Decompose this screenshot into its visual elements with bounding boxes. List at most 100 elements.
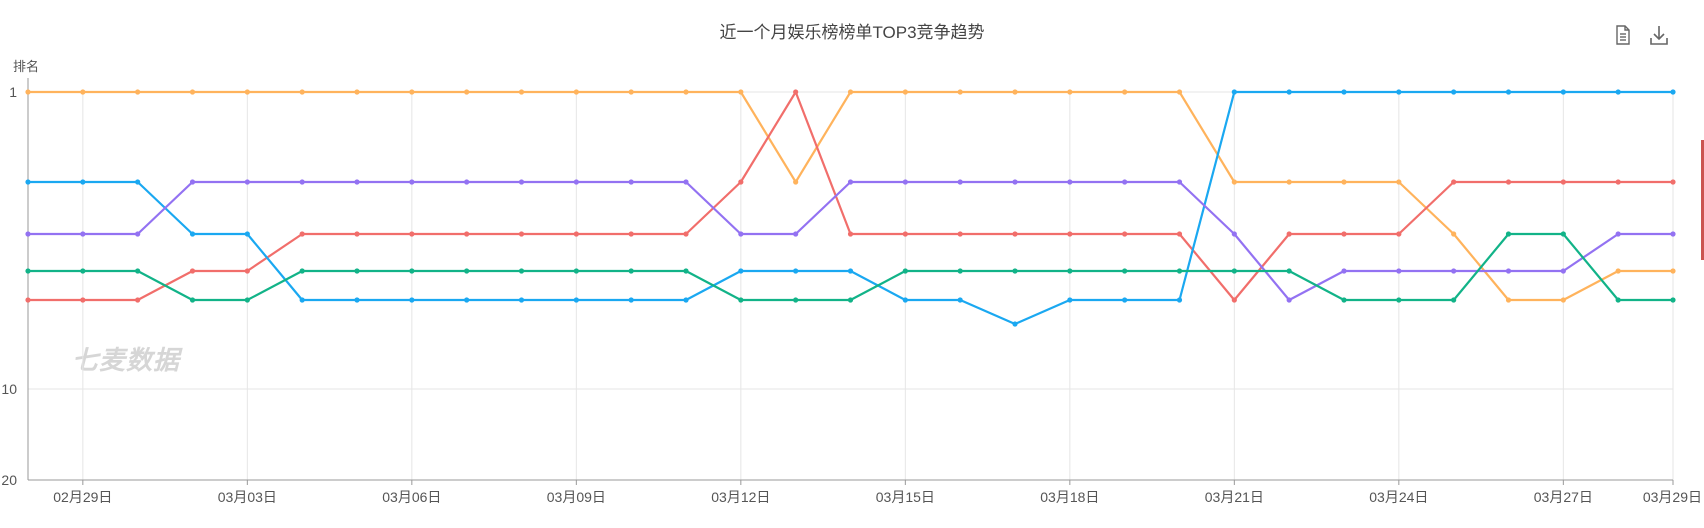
series-point-2	[244, 268, 250, 274]
series-point-4	[1122, 179, 1128, 185]
series-point-4	[518, 179, 525, 185]
x-tick-label: 03月06日	[382, 489, 441, 505]
series-point-4	[1067, 179, 1073, 185]
series-point-5	[299, 268, 305, 274]
series-point-2	[464, 231, 470, 237]
series-point-3	[1396, 89, 1402, 95]
edge-marker	[1701, 140, 1704, 260]
series-point-2	[135, 297, 141, 303]
series-point-3	[1286, 89, 1292, 95]
series-point-3	[738, 268, 744, 274]
series-point-1	[135, 89, 141, 95]
x-tick-label: 03月29日	[1643, 489, 1702, 505]
series-point-3	[1615, 89, 1621, 95]
series-point-3	[1012, 321, 1018, 327]
series-point-1	[1012, 89, 1018, 95]
download-icon[interactable]	[1648, 24, 1670, 46]
series-point-1	[409, 89, 415, 95]
series-point-5	[1341, 297, 1347, 303]
series-point-3	[902, 297, 908, 303]
series-point-3	[189, 231, 196, 237]
series-point-4	[793, 231, 799, 237]
series-point-2	[1176, 231, 1183, 237]
series-point-3	[957, 297, 963, 303]
series-point-4	[354, 179, 360, 185]
y-tick-label: 10	[1, 381, 17, 397]
series-point-1	[1176, 89, 1183, 95]
series-point-4	[957, 179, 963, 185]
series-point-4	[847, 179, 854, 185]
series-point-1	[793, 179, 799, 185]
series-point-3	[573, 297, 579, 303]
series-point-1	[738, 89, 744, 95]
series-point-5	[957, 268, 963, 274]
series-point-1	[1122, 89, 1128, 95]
series-point-3	[1067, 297, 1073, 303]
series-point-1	[1231, 179, 1237, 185]
series-point-4	[1505, 268, 1512, 274]
series-point-3	[1670, 89, 1676, 95]
y-tick-label: 1	[9, 84, 17, 100]
series-point-4	[1012, 179, 1018, 185]
series-point-3	[1122, 297, 1128, 303]
series-point-4	[25, 231, 31, 237]
series-point-4	[464, 179, 470, 185]
series-point-4	[1341, 268, 1347, 274]
document-icon[interactable]	[1612, 24, 1634, 46]
x-tick-label: 03月21日	[1205, 489, 1264, 505]
series-point-4	[80, 231, 86, 237]
series-point-5	[1176, 268, 1183, 274]
x-tick-label: 03月18日	[1040, 489, 1099, 505]
series-point-1	[189, 89, 196, 95]
series-point-5	[1012, 268, 1018, 274]
series-point-2	[354, 231, 360, 237]
series-point-1	[1067, 89, 1073, 95]
series-point-1	[1560, 297, 1566, 303]
x-tick-label: 03月12日	[711, 489, 770, 505]
series-point-5	[80, 268, 86, 274]
series-point-4	[1615, 231, 1621, 237]
series-point-5	[1560, 231, 1566, 237]
x-tick-label: 02月29日	[53, 489, 112, 505]
series-point-3	[25, 179, 31, 185]
series-point-1	[1505, 297, 1512, 303]
series-point-2	[793, 89, 799, 95]
series-point-3	[793, 268, 799, 274]
series-point-5	[409, 268, 415, 274]
y-axis-label: 排名	[13, 59, 40, 74]
series-point-2	[1670, 179, 1676, 185]
series-point-5	[1670, 297, 1676, 303]
x-tick-label: 03月03日	[218, 489, 277, 505]
series-point-1	[464, 89, 470, 95]
series-point-5	[683, 268, 689, 274]
series-point-3	[1231, 89, 1237, 95]
series-point-3	[135, 179, 141, 185]
series-point-1	[299, 89, 305, 95]
series-point-4	[1176, 179, 1183, 185]
series-point-5	[189, 297, 196, 303]
series-point-5	[464, 268, 470, 274]
series-point-1	[518, 89, 525, 95]
series-point-5	[518, 268, 525, 274]
series-point-5	[1451, 297, 1457, 303]
series-point-1	[683, 89, 689, 95]
series-point-2	[957, 231, 963, 237]
series-point-3	[299, 297, 305, 303]
series-point-3	[1505, 89, 1512, 95]
series-point-2	[847, 231, 854, 237]
series-point-5	[244, 297, 250, 303]
series-point-2	[409, 231, 415, 237]
series-point-2	[1615, 179, 1621, 185]
series-point-3	[1451, 89, 1457, 95]
series-point-5	[1067, 268, 1073, 274]
series-point-2	[628, 231, 634, 237]
series-point-3	[518, 297, 525, 303]
series-point-1	[1396, 179, 1402, 185]
series-point-4	[135, 231, 141, 237]
series-point-3	[683, 297, 689, 303]
watermark: 七麦数据	[72, 345, 181, 375]
series-point-2	[738, 179, 744, 185]
series-point-3	[1176, 297, 1183, 303]
series-point-3	[80, 179, 86, 185]
